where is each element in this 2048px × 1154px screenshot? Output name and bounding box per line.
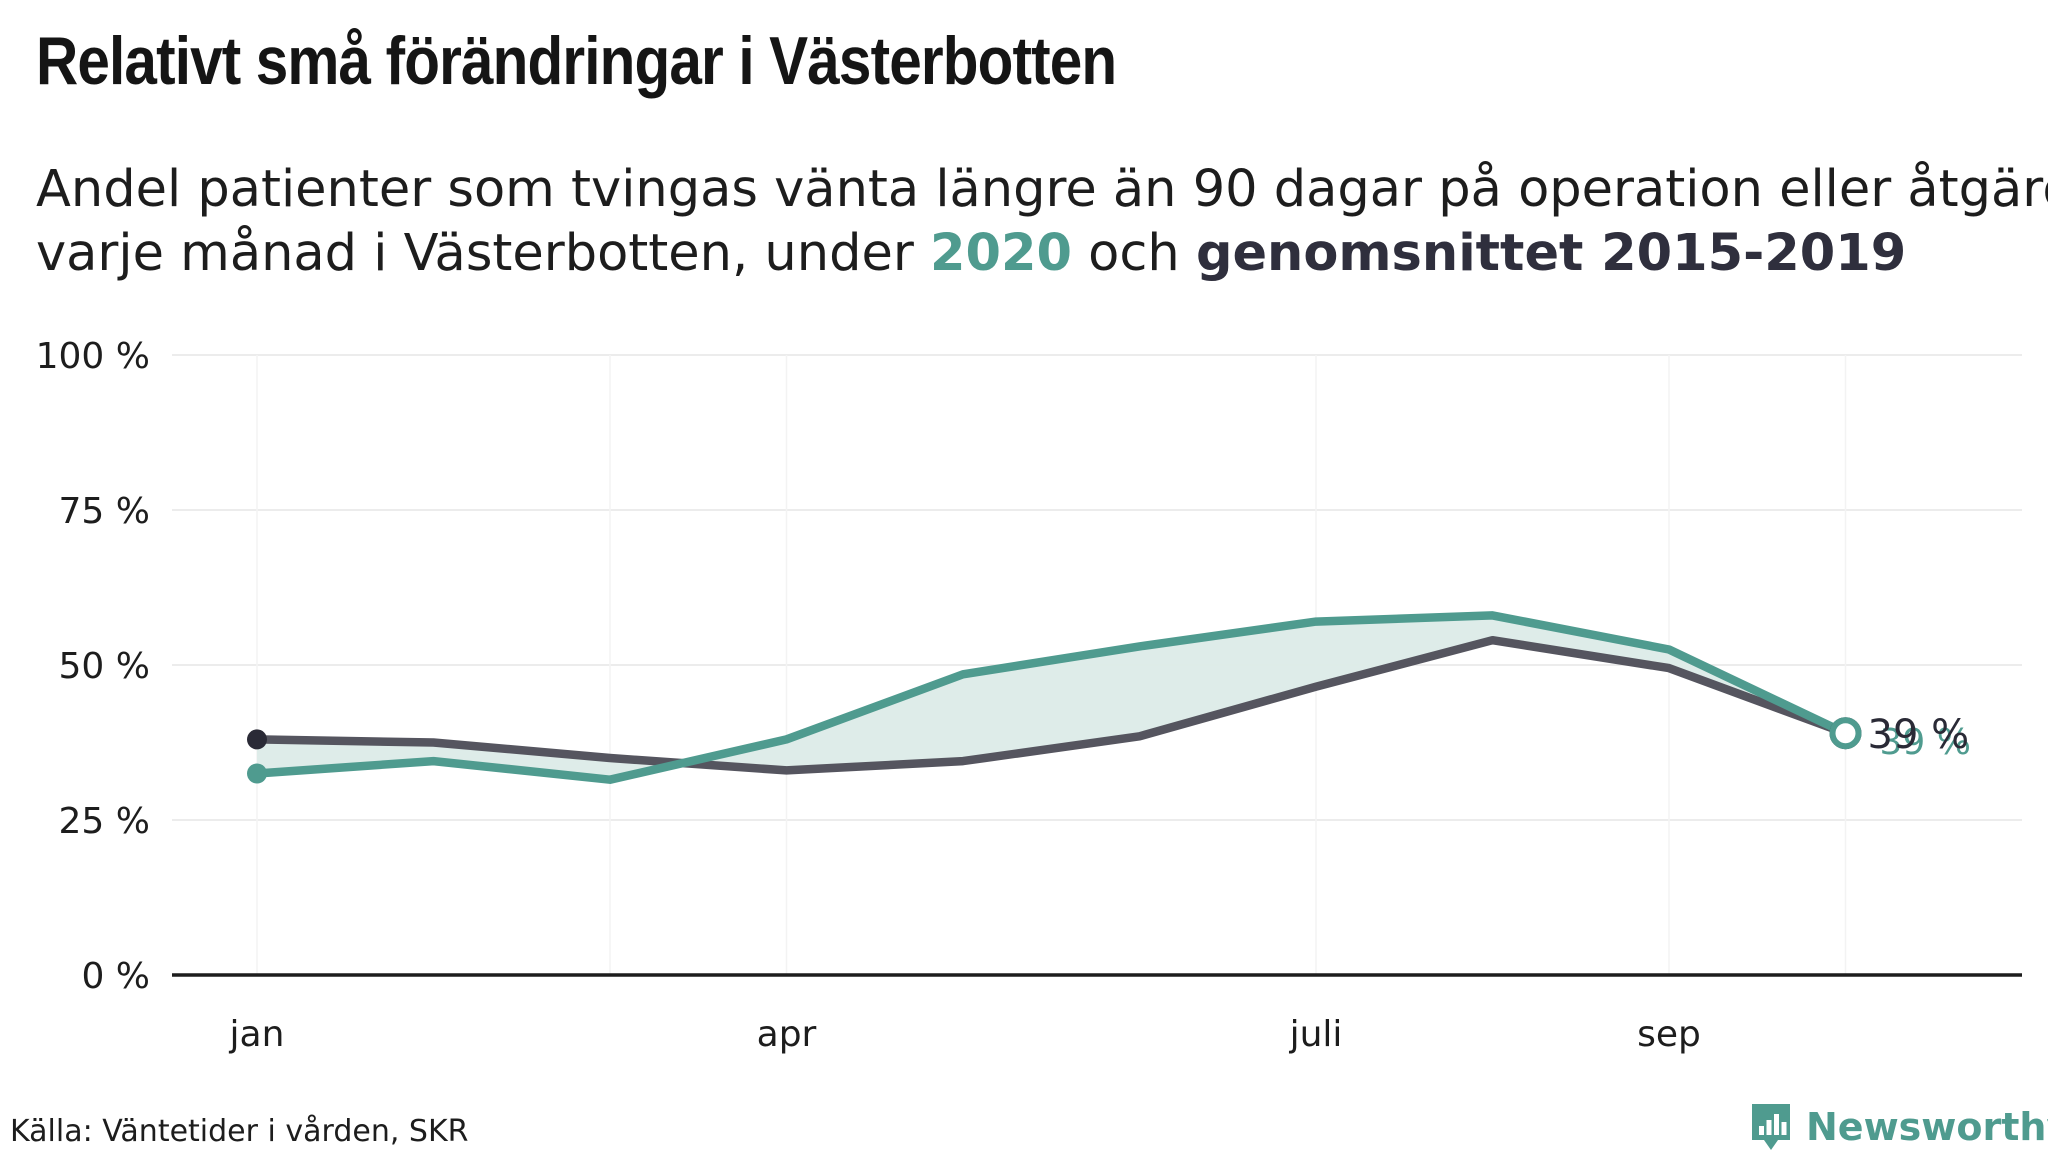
chart-title: Relativt små förändringar i Västerbotten [36,23,1117,99]
brand-name: Newsworthy [1806,1105,2048,1149]
difference-area [257,615,1846,780]
x-axis: jan apr juli sep [172,973,2022,1055]
y-tick-label: 50 % [59,646,150,687]
y-tick-label: 25 % [59,801,150,842]
subtitle-line-2: varje månad i Västerbotten, under 2020 o… [36,222,2048,286]
y-tick-label: 75 % [59,491,150,532]
brand[interactable]: Newsworthy [1748,1100,2048,1154]
2020-end-point [1829,717,1862,750]
subtitle-line-1: Andel patienter som tvingas vänta längre… [36,160,2048,219]
legend-2020: 2020 [930,224,1072,283]
series-points [247,717,1862,784]
difference-area-shape [257,615,1846,780]
chart-subtitle: Andel patienter som tvingas vänta längre… [36,158,2048,286]
subtitle-text-before: varje månad i Västerbotten, under [36,224,930,283]
y-tick-label: 100 % [36,336,150,377]
average-start-point [247,729,267,750]
x-tick-label: sep [1637,1014,1701,1055]
newsworthy-logo-icon [1752,1104,1790,1150]
y-axis: 0 % 25 % 50 % 75 % 100 % [36,336,150,997]
legend-average: genomsnittet 2015-2019 [1195,224,1907,283]
2020-series-line [252,611,1850,784]
y-tick-label: 0 % [81,956,150,997]
end-labels: 39 %39 % [1868,712,1971,763]
series-lines [252,611,1850,784]
x-tick-label: apr [757,1014,817,1055]
average-series-line [252,635,1850,775]
x-tick-label: jan [229,1014,285,1055]
x-tick-label: juli [1289,1014,1343,1055]
2020-end-label: 39 % [1880,722,1971,763]
source-note: Källa: Väntetider i vården, SKR [10,1114,469,1149]
average-end-label: 39 % [1868,712,1970,758]
subtitle-text-middle: och [1071,224,1196,283]
2020-start-point [247,763,267,784]
